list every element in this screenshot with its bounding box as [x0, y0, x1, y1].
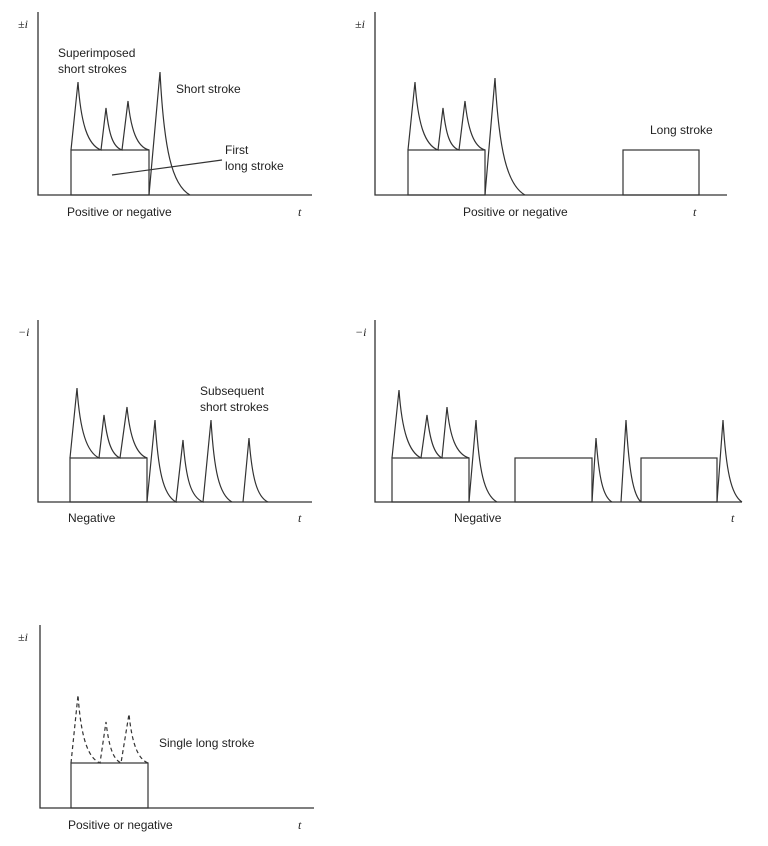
axes: [37, 320, 312, 503]
dashed-superimposed-peaks: [70, 694, 149, 764]
short-stroke-peak: [468, 419, 498, 503]
long-stroke-rect: [622, 149, 700, 196]
short-stroke-peak: [484, 77, 526, 196]
polarity-label: Negative: [454, 511, 502, 525]
subsequent-short-strokes: [146, 419, 269, 503]
panel-3: −i t Negative Subsequent short strokes: [18, 320, 312, 525]
annotation: First: [225, 143, 249, 157]
superimposed-peaks: [391, 389, 470, 459]
superimposed-peaks: [69, 387, 148, 459]
y-axis-label: ±i: [18, 630, 28, 644]
long-stroke-rect: [640, 457, 718, 503]
annotation: Single long stroke: [159, 736, 255, 750]
superimposed-peaks: [70, 81, 150, 151]
annotation: Superimposed: [58, 46, 135, 60]
long-stroke-rect: [69, 457, 148, 503]
annotation: long stroke: [225, 159, 284, 173]
panel-5: ±i t Positive or negative Single long st…: [18, 625, 314, 832]
panel-2: ±i t Positive or negative Long stroke: [355, 12, 727, 219]
annotation: Long stroke: [650, 123, 713, 137]
annotation: short strokes: [200, 400, 269, 414]
annotation: Subsequent: [200, 384, 265, 398]
leader-line: [111, 159, 223, 176]
y-axis-label: ±i: [355, 17, 365, 31]
axes: [374, 12, 727, 196]
y-axis-label: −i: [18, 325, 29, 339]
long-stroke-rect: [70, 762, 149, 809]
panel-4: −i t Negative: [355, 320, 743, 525]
x-axis-label: t: [298, 818, 302, 832]
x-axis-label: t: [298, 511, 302, 525]
axes: [39, 625, 314, 809]
polarity-label: Positive or negative: [463, 205, 568, 219]
short-stroke-peak: [716, 419, 743, 503]
polarity-label: Negative: [68, 511, 116, 525]
polarity-label: Positive or negative: [68, 818, 173, 832]
x-axis-label: t: [731, 511, 735, 525]
y-axis-label: −i: [355, 325, 366, 339]
long-stroke-rect: [514, 457, 593, 503]
panel-1: ±i t Positive or negative Superimposed s…: [18, 12, 312, 219]
polarity-label: Positive or negative: [67, 205, 172, 219]
annotation: short strokes: [58, 62, 127, 76]
long-stroke-rect: [70, 149, 150, 196]
x-axis-label: t: [693, 205, 697, 219]
long-stroke-rect: [407, 149, 486, 196]
long-stroke-rect: [391, 457, 470, 503]
superimposed-peaks: [407, 81, 486, 151]
short-stroke-peak: [591, 419, 642, 503]
y-axis-label: ±i: [18, 17, 28, 31]
axes: [374, 320, 742, 503]
short-stroke-peak: [148, 71, 191, 196]
annotation: Short stroke: [176, 82, 241, 96]
axes: [37, 12, 312, 196]
x-axis-label: t: [298, 205, 302, 219]
